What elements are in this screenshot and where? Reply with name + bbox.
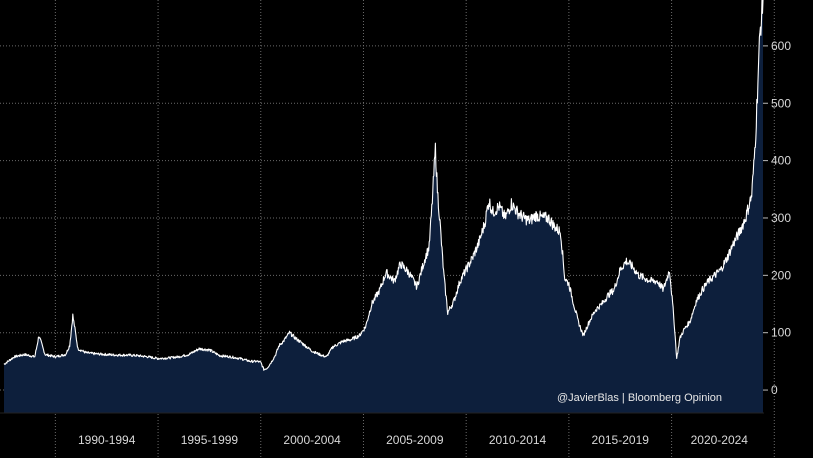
y-tick-label: 600 [771,39,791,53]
x-period-label: 2015-2019 [592,433,650,447]
y-tick-label: 200 [771,268,791,282]
x-period-label: 2010-2014 [489,433,547,447]
series-area [4,0,763,413]
y-tick-label: 500 [771,96,791,110]
credit-annotation: @JavierBlas | Bloomberg Opinion [557,392,722,404]
series-line [3,0,764,371]
y-tick-label: 400 [771,154,791,168]
x-period-label: 2020-2024 [691,433,749,447]
x-period-label: 1995-1999 [181,433,239,447]
y-tick-label: 0 [771,383,778,397]
y-tick-label: 100 [771,326,791,340]
x-period-label: 2000-2004 [283,433,341,447]
x-period-label: 1990-1994 [78,433,136,447]
y-tick-label: 300 [771,211,791,225]
x-period-label: 2005-2009 [386,433,444,447]
axes: 0 100 200 300 400 500 600 1990-1994 1995-1999 200… [0,39,791,447]
